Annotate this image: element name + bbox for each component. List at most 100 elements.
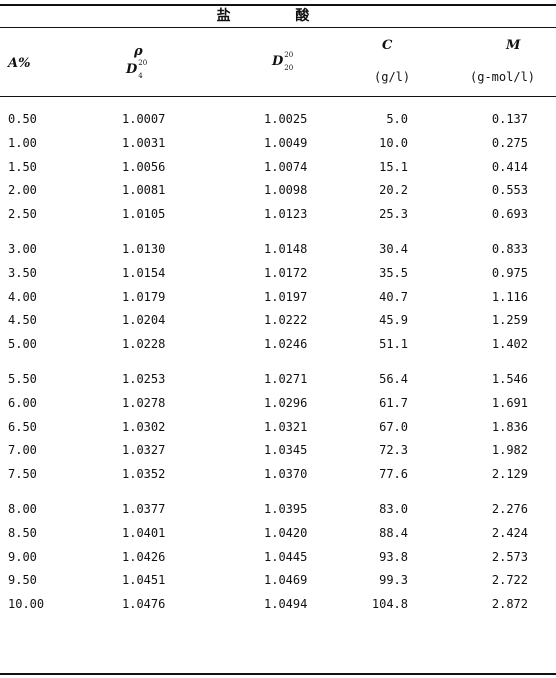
d20-20-cell: 1.0370 — [264, 467, 308, 482]
d20-20-cell: 1.0246 — [264, 337, 308, 352]
d20-20-cell: 1.0074 — [264, 159, 308, 174]
d20-20-cell: 1.0098 — [264, 183, 308, 198]
d20-20-cell: 1.0123 — [264, 207, 308, 222]
m-cell: 1.546 — [491, 371, 528, 386]
c-cell: 56.4 — [379, 371, 408, 386]
d20-20-cell: 1.0148 — [264, 241, 308, 256]
d20-4-cell: 1.0007 — [122, 112, 166, 126]
header-m-unit: (g-mol/l) — [470, 70, 536, 84]
m-cell: 1.116 — [491, 289, 528, 304]
m-cell: 2.573 — [491, 549, 528, 564]
d20-20-cell: 1.0025 — [264, 112, 308, 126]
a-percent-cell: 4.50 — [8, 313, 37, 328]
d20-4-cell: 1.0081 — [122, 183, 166, 198]
table-row: 7.00 1.0327 1.0345 72.3 1.982 — [0, 439, 556, 463]
m-cell: 0.833 — [491, 241, 528, 256]
m-cell: 2.722 — [491, 573, 528, 588]
top-rule — [0, 4, 556, 6]
m-cell: 0.975 — [491, 265, 528, 280]
table-row: 7.50 1.0352 1.0370 77.6 2.129 — [0, 463, 556, 487]
c-cell: 30.4 — [379, 241, 408, 256]
d20-4-cell: 1.0105 — [122, 207, 166, 222]
table-row: 8.50 1.0401 1.0420 88.4 2.424 — [0, 522, 556, 546]
d20-4-cell: 1.0278 — [122, 395, 166, 410]
a-percent-cell: 3.50 — [8, 265, 37, 280]
m-cell: 1.982 — [491, 443, 528, 458]
table-row: 8.00 1.0377 1.0395 83.0 2.276 — [0, 498, 556, 522]
table-row: 2.00 1.0081 1.0098 20.2 0.553 — [0, 179, 556, 203]
a-percent-cell: 8.50 — [8, 525, 37, 540]
d20-4-cell: 1.0204 — [122, 313, 166, 328]
table-row: 2.50 1.0105 1.0123 25.3 0.693 — [0, 203, 556, 227]
title-rule — [0, 27, 556, 28]
m-cell: 2.276 — [491, 501, 528, 516]
header-rule — [0, 96, 556, 97]
table-body: 0.50 1.0007 1.0025 5.0 0.137 1.00 1.0031 1.0049… — [0, 108, 556, 617]
header-rho: ρ — [134, 44, 143, 59]
c-cell: 72.3 — [379, 443, 408, 458]
d20-4-cell: 1.0302 — [122, 419, 166, 434]
m-cell: 1.836 — [491, 419, 528, 434]
a-percent-cell: 0.50 — [8, 112, 37, 126]
c-cell: 88.4 — [379, 525, 408, 540]
table-row: 6.50 1.0302 1.0321 67.0 1.836 — [0, 416, 556, 440]
table-title: 盐 酸 — [216, 8, 340, 24]
header-d20-20: D 20 20 — [272, 51, 294, 72]
m-cell: 2.129 — [491, 467, 528, 482]
m-cell: 0.275 — [491, 135, 528, 150]
m-cell: 2.872 — [491, 597, 528, 612]
d20-4-cell: 1.0377 — [122, 501, 166, 516]
d20-20-cell: 1.0296 — [264, 395, 308, 410]
a-percent-cell: 2.50 — [8, 207, 37, 222]
c-cell: 83.0 — [379, 501, 408, 516]
c-cell: 10.0 — [379, 135, 408, 150]
c-cell: 15.1 — [379, 159, 408, 174]
header-c: C — [382, 38, 393, 53]
c-cell: 61.7 — [379, 395, 408, 410]
d20-4-cell: 1.0352 — [122, 467, 166, 482]
m-cell: 0.137 — [491, 112, 528, 126]
c-cell: 77.6 — [379, 467, 408, 482]
m-cell: 2.424 — [491, 525, 528, 540]
a-percent-cell: 5.50 — [8, 371, 37, 386]
d20-4-cell: 1.0130 — [122, 241, 166, 256]
d20-20-cell: 1.0222 — [264, 313, 308, 328]
c-cell: 20.2 — [379, 183, 408, 198]
a-percent-cell: 1.00 — [8, 135, 37, 150]
d20-20-cell: 1.0469 — [264, 573, 308, 588]
table-row: 10.00 1.0476 1.0494 104.8 2.872 — [0, 593, 556, 617]
m-cell: 1.259 — [491, 313, 528, 328]
a-percent-cell: 4.00 — [8, 289, 37, 304]
c-cell: 67.0 — [379, 419, 408, 434]
d20-4-cell: 1.0451 — [122, 573, 166, 588]
d20-20-cell: 1.0345 — [264, 443, 308, 458]
a-percent-cell: 3.00 — [8, 241, 37, 256]
d20-20-cell: 1.0395 — [264, 501, 308, 516]
d20-4-cell: 1.0253 — [122, 371, 166, 386]
a-percent-cell: 9.00 — [8, 549, 37, 564]
c-cell: 35.5 — [379, 265, 408, 280]
d20-20-cell: 1.0271 — [264, 371, 308, 386]
c-cell: 5.0 — [386, 112, 408, 126]
d20-4-cell: 1.0476 — [122, 597, 166, 612]
a-percent-cell: 9.50 — [8, 573, 37, 588]
a-percent-cell: 6.50 — [8, 419, 37, 434]
d20-20-cell: 1.0172 — [264, 265, 308, 280]
a-percent-cell: 7.50 — [8, 467, 37, 482]
c-cell: 93.8 — [379, 549, 408, 564]
d20-20-cell: 1.0321 — [264, 419, 308, 434]
m-cell: 1.691 — [491, 395, 528, 410]
header-d20-4: D 20 4 — [126, 59, 148, 80]
table-row: 5.00 1.0228 1.0246 51.1 1.402 — [0, 333, 556, 357]
d20-4-cell: 1.0031 — [122, 135, 166, 150]
c-cell: 99.3 — [379, 573, 408, 588]
table-row: 3.00 1.0130 1.0148 30.4 0.833 — [0, 238, 556, 262]
table-row: 1.00 1.0031 1.0049 10.0 0.275 — [0, 132, 556, 156]
d20-20-cell: 1.0420 — [264, 525, 308, 540]
c-cell: 104.8 — [371, 597, 408, 612]
table-row: 1.50 1.0056 1.0074 15.1 0.414 — [0, 156, 556, 180]
d20-4-cell: 1.0327 — [122, 443, 166, 458]
table-row: 9.50 1.0451 1.0469 99.3 2.722 — [0, 569, 556, 593]
table-row: 9.00 1.0426 1.0445 93.8 2.573 — [0, 546, 556, 570]
